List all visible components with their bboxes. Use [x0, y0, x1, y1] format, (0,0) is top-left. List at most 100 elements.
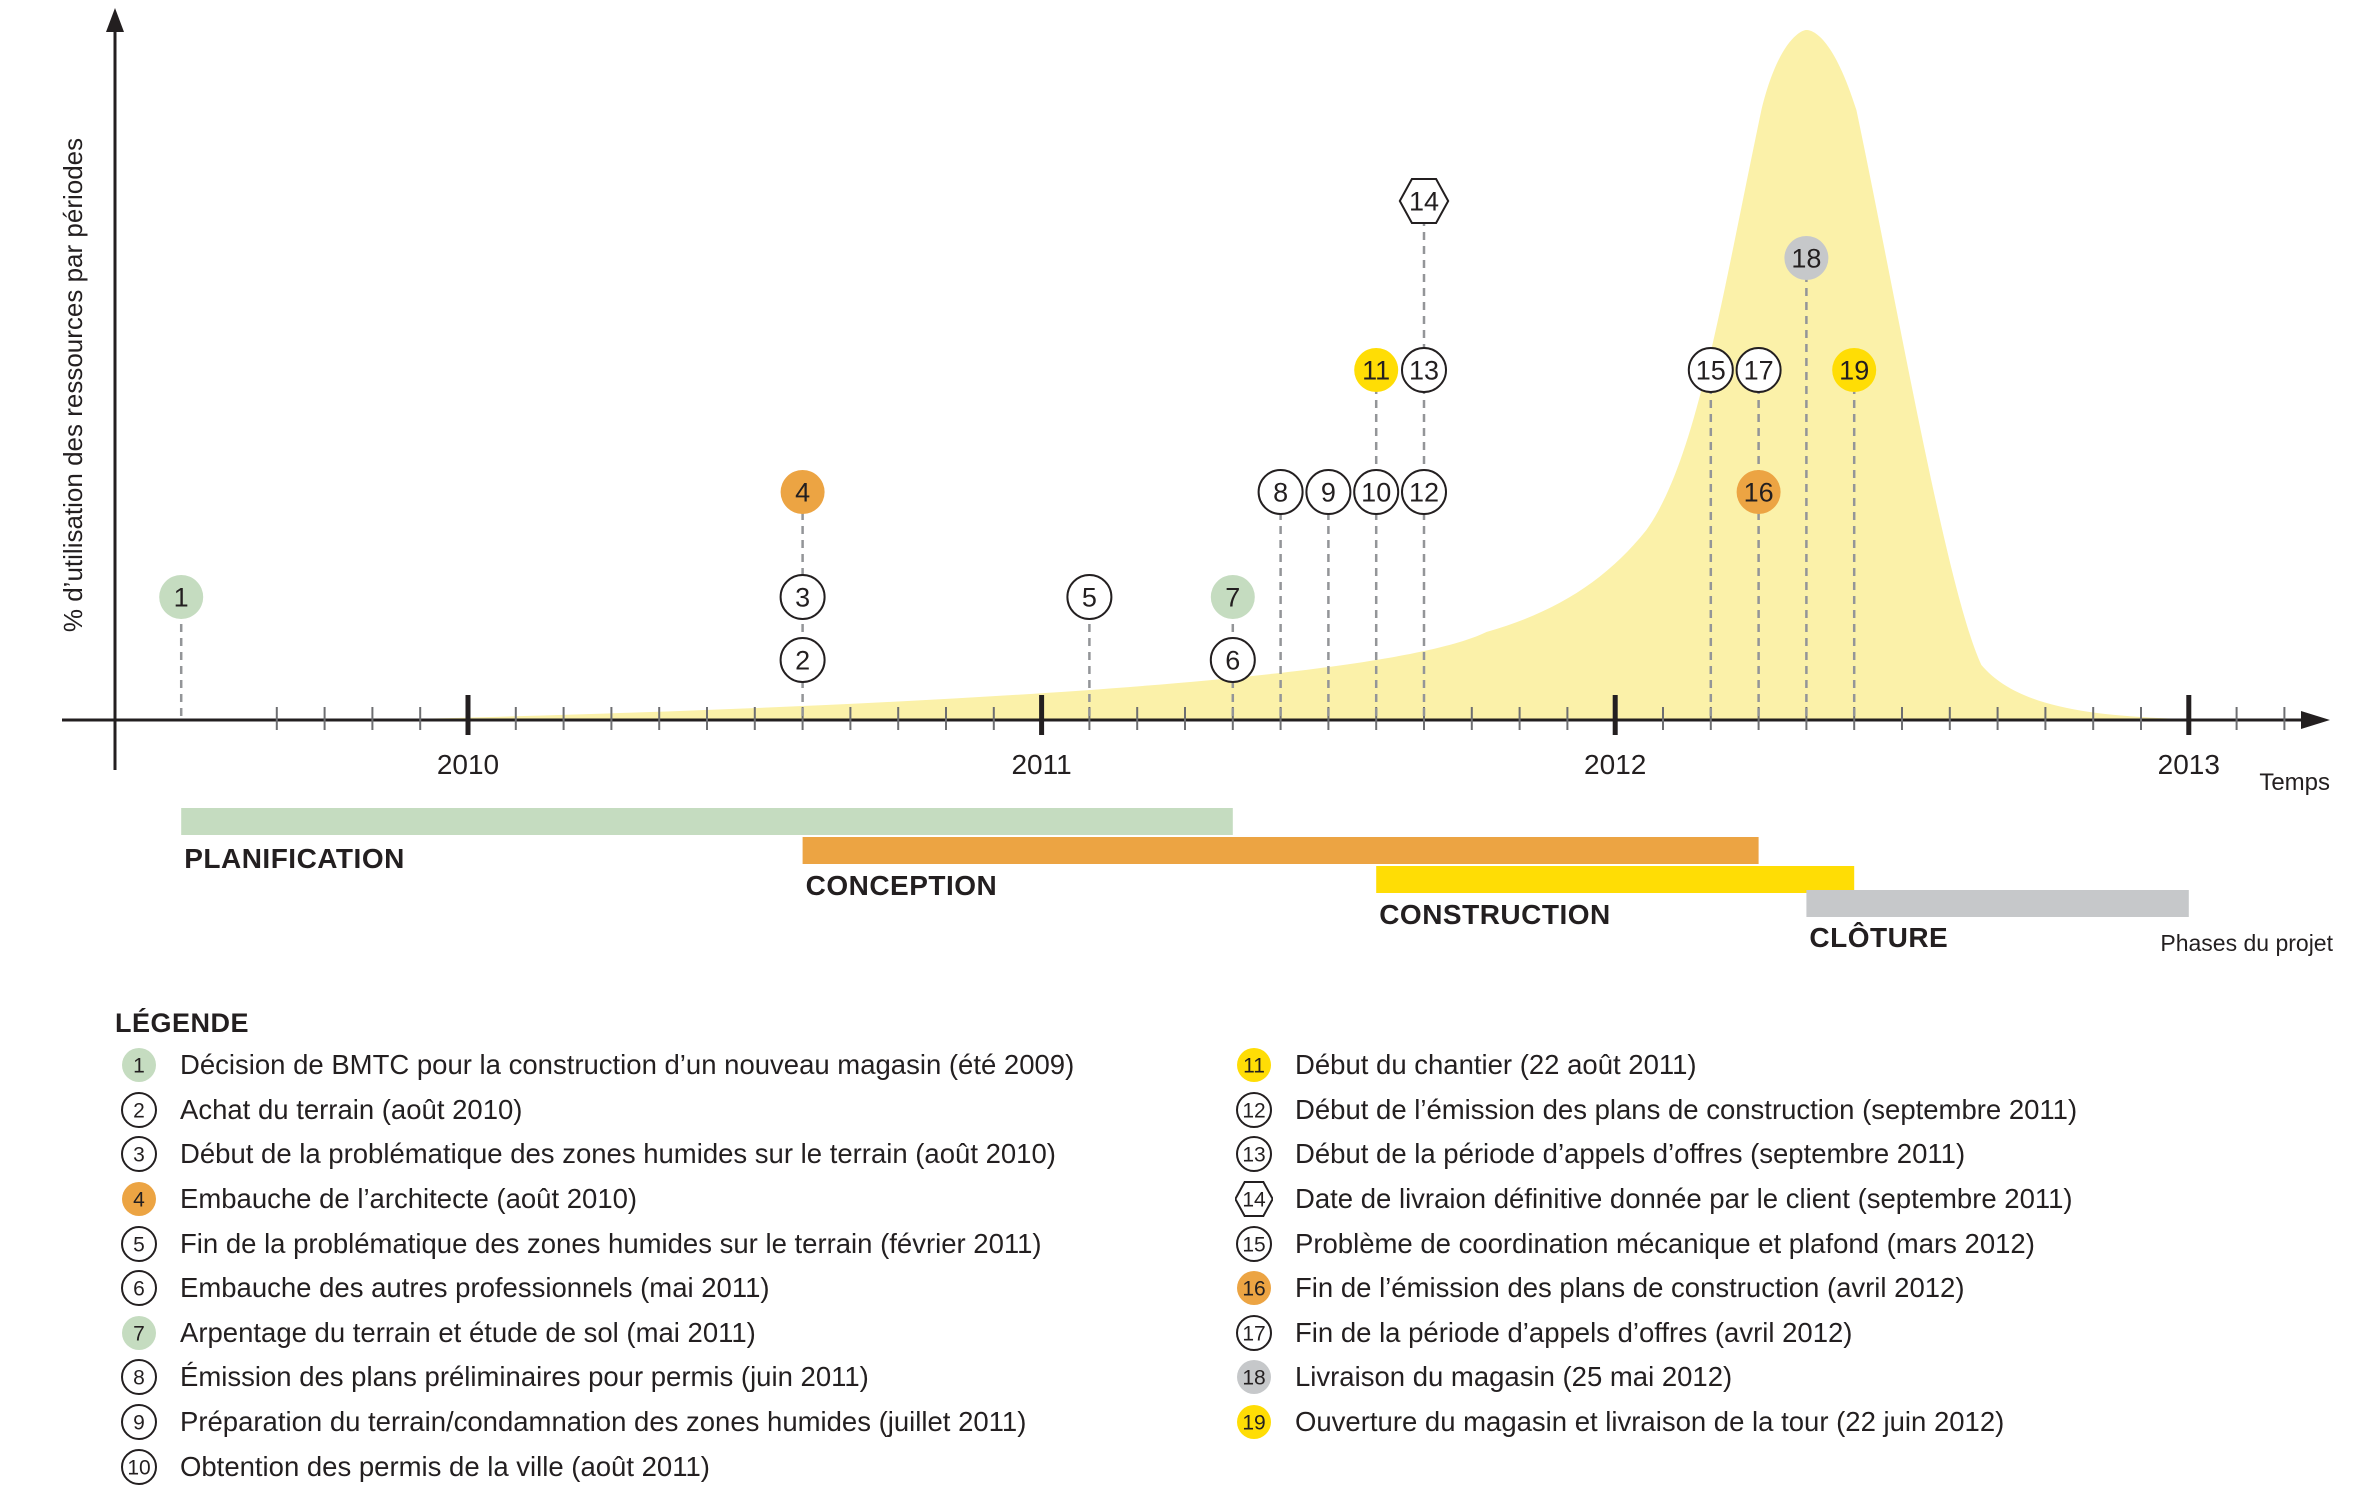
milestone-number: 5 [1082, 583, 1097, 613]
legend-marker-shape: 17 [1236, 1314, 1272, 1351]
legend-marker-7-icon: 7 [122, 1315, 156, 1350]
legend-marker-1-icon: 1 [122, 1048, 156, 1083]
legend-marker-12-icon: 12 [1236, 1091, 1272, 1128]
milestone-number: 2 [795, 646, 810, 676]
milestone-number: 19 [1242, 1412, 1265, 1435]
legend-item-text: Préparation du terrain/condamnation des … [180, 1406, 1027, 1438]
milestone-1: 1 [159, 575, 204, 619]
legend-marker-shape: 1 [122, 1048, 156, 1083]
milestone-number: 19 [1839, 356, 1869, 386]
legend-item-text: Fin de la problématique des zones humide… [180, 1227, 1042, 1259]
phase-bar-1 [181, 808, 1233, 835]
legend-marker-10-icon: 10 [121, 1448, 157, 1485]
legend-item-text: Émission des plans préliminaires pour pe… [180, 1361, 869, 1393]
milestone-number: 1 [133, 1055, 145, 1078]
legend-item-9: 9 Préparation du terrain/condamnation des… [120, 1400, 1074, 1445]
legend-column-right: 11 Début du chantier (22 août 2011) 12 Débu… [1235, 1043, 2077, 1444]
legend-item-2: 2 Achat du terrain (août 2010) [120, 1088, 1074, 1133]
milestone-number: 7 [133, 1322, 145, 1345]
milestone-number: 12 [1242, 1099, 1265, 1122]
milestone-7: 7 [1210, 575, 1255, 619]
legend-item-text: Achat du terrain (août 2010) [180, 1093, 523, 1125]
legend-item-14: 14 Date de livraion définitive donnée par… [1235, 1177, 2077, 1222]
legend-marker-shape: 5 [121, 1225, 157, 1262]
milestone-number: 17 [1242, 1322, 1265, 1345]
x-axis-year-label: 2013 [2158, 749, 2220, 780]
legend-item-text: Problème de coordination mécanique et pl… [1295, 1227, 2035, 1259]
legend-marker-14-icon: 14 [1235, 1181, 1273, 1218]
milestone-number: 7 [1225, 583, 1240, 613]
legend-item-15: 15 Problème de coordination mécanique et … [1235, 1221, 2077, 1266]
phase-label-4: CLÔTURE [1809, 921, 1948, 953]
legend-item-4: 4 Embauche de l’architecte (août 2010) [120, 1177, 1074, 1222]
milestone-6: 6 [1209, 637, 1256, 683]
phase-label-1: PLANIFICATION [184, 843, 405, 874]
legend-marker-shape: 10 [121, 1448, 157, 1485]
x-axis-arrow [2301, 711, 2330, 729]
milestone-number: 14 [1242, 1189, 1266, 1212]
phase-label-3: CONSTRUCTION [1379, 899, 1611, 930]
resource-usage-curve [368, 30, 2227, 720]
legend-marker-shape: 8 [121, 1359, 157, 1396]
timeline-chart: 2010 2011 2012 2013 Temps % d’utilisation des… [58, 8, 2334, 956]
phase-bar-4 [1806, 890, 2189, 917]
legend-marker-shape: 4 [122, 1182, 156, 1217]
legend-marker-11-icon: 11 [1237, 1048, 1271, 1083]
milestone-number: 3 [133, 1144, 145, 1167]
milestone-10: 10 [1353, 469, 1400, 515]
legend-marker-shape: 18 [1237, 1360, 1271, 1395]
phases-axis-label: Phases du projet [2160, 930, 2333, 956]
legend-marker-shape: 14 [1235, 1181, 1273, 1218]
legend-item-text: Obtention des permis de la ville (août 2… [180, 1450, 710, 1482]
milestone-number: 4 [133, 1189, 145, 1212]
legend-marker-shape: 15 [1236, 1225, 1272, 1262]
y-axis-arrow [106, 8, 124, 32]
milestone-number: 12 [1409, 478, 1439, 508]
milestone-15: 15 [1687, 347, 1734, 393]
legend-item-7: 7 Arpentage du terrain et étude de sol (m… [120, 1311, 1074, 1356]
legend-column-left: 1 Décision de BMTC pour la construction d… [120, 1043, 1074, 1489]
legend-item-text: Date de livraion définitive donnée par l… [1295, 1183, 2073, 1215]
legend-marker-9-icon: 9 [121, 1404, 157, 1441]
y-axis-title: % d’utilisation des ressources par pério… [58, 138, 88, 632]
milestone-number: 4 [795, 478, 810, 508]
legend-item-12: 12 Début de l’émission des plans de const… [1235, 1088, 2077, 1133]
legend-item-8: 8 Émission des plans préliminaires pour p… [120, 1355, 1074, 1400]
legend-marker-shape: 2 [121, 1091, 157, 1128]
legend-item-text: Décision de BMTC pour la construction d’… [180, 1049, 1075, 1081]
legend-marker-8-icon: 8 [121, 1359, 157, 1396]
x-axis-year-label: 2012 [1584, 749, 1646, 780]
milestone-19: 19 [1832, 348, 1877, 392]
legend-marker-shape: 7 [122, 1315, 156, 1350]
milestone-number: 16 [1744, 478, 1774, 508]
legend-item-18: 18 Livraison du magasin (25 mai 2012) [1235, 1355, 2077, 1400]
legend-marker-6-icon: 6 [121, 1270, 157, 1307]
milestone-number: 17 [1744, 356, 1774, 386]
legend-marker-16-icon: 16 [1237, 1271, 1271, 1306]
milestone-number: 1 [174, 583, 189, 613]
legend-marker-3-icon: 3 [121, 1136, 157, 1173]
milestone-number: 9 [1321, 478, 1336, 508]
legend-item-3: 3 Début de la problématique des zones hum… [120, 1132, 1074, 1177]
legend-item-text: Fin de l’émission des plans de construct… [1295, 1272, 1965, 1304]
legend-item-text: Début de la problématique des zones humi… [180, 1138, 1056, 1170]
legend-marker-4-icon: 4 [122, 1182, 156, 1217]
milestone-16: 16 [1736, 470, 1781, 514]
legend-item-10: 10 Obtention des permis de la ville (août… [120, 1444, 1074, 1489]
milestone-number: 14 [1409, 187, 1439, 217]
milestone-number: 6 [1225, 646, 1240, 676]
legend-item-text: Ouverture du magasin et livraison de la … [1295, 1406, 2005, 1438]
legend-item-6: 6 Embauche des autres professionnels (mai… [120, 1266, 1074, 1311]
x-axis-year-label: 2010 [437, 749, 499, 780]
legend-item-text: Embauche de l’architecte (août 2010) [180, 1183, 638, 1215]
milestone-17: 17 [1735, 347, 1782, 393]
phase-bar-3 [1376, 866, 1855, 893]
legend-marker-shape: 13 [1236, 1136, 1272, 1173]
milestone-number: 18 [1791, 244, 1821, 274]
milestone-number: 5 [133, 1233, 145, 1256]
milestone-number: 3 [795, 583, 810, 613]
legend-item-text: Fin de la période d’appels d’offres (avr… [1295, 1316, 1853, 1348]
milestone-number: 11 [1243, 1055, 1265, 1078]
legend-item-17: 17 Fin de la période d’appels d’offres (a… [1235, 1311, 2077, 1356]
